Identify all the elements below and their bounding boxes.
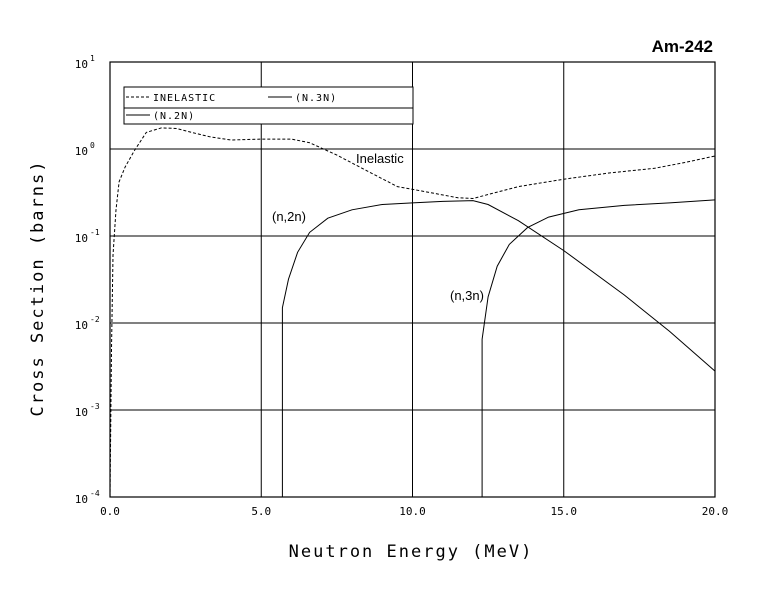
series-group [109,127,716,498]
y-axis-label: Cross Section (barns) [28,160,48,417]
x-axis-label: Neutron Energy (MeV) [289,542,534,562]
y-tick-base: 10 [75,145,88,158]
y-tick-base: 10 [75,232,88,245]
y-tick-exponent: 0 [90,141,95,150]
y-tick-exponent: -2 [90,315,100,324]
y-tick-label: 10 -3 [75,402,100,419]
x-tick-label: 5.0 [251,505,271,518]
chart-title: Am-242 [652,37,713,56]
series-line-n-2n [281,200,716,497]
y-tick-exponent: -1 [90,228,100,237]
annotations: Inelastic (n,3n) (n,2n) [272,151,484,303]
annotation-n3n: (n,3n) [450,288,484,303]
legend-box [123,86,414,125]
series-line-inelastic [109,127,716,498]
y-tick-label: 10 -2 [75,315,100,332]
y-tick-exponent: -4 [90,489,100,498]
y-tick-label: 10 -1 [75,228,100,245]
x-tick-label: 15.0 [551,505,578,518]
y-tick-base: 10 [75,493,88,506]
legend-label: (N.2N) [153,111,195,122]
plot-frame [109,61,716,498]
y-tick-label: 10 1 [75,54,95,71]
y-tick-exponent: -3 [90,402,100,411]
y-tick-exponent: 1 [90,54,95,63]
legend: INELASTIC (N.3N) (N.2N) [123,86,414,125]
y-tick-label: 10 -4 [75,489,100,506]
grid [110,62,715,497]
legend-label: (N.3N) [295,93,337,104]
series-line-n-3n [481,199,716,497]
annotation-inelastic: Inelastic [356,151,404,166]
annotation-n2n: (n,2n) [272,209,306,224]
x-tick-label: 10.0 [399,505,426,518]
y-tick-base: 10 [75,319,88,332]
x-tick-label: 0.0 [100,505,120,518]
x-tick-label: 20.0 [702,505,729,518]
y-tick-base: 10 [75,58,88,71]
y-tick-base: 10 [75,406,88,419]
y-tick-label: 10 0 [75,141,95,158]
legend-label: INELASTIC [153,93,216,104]
